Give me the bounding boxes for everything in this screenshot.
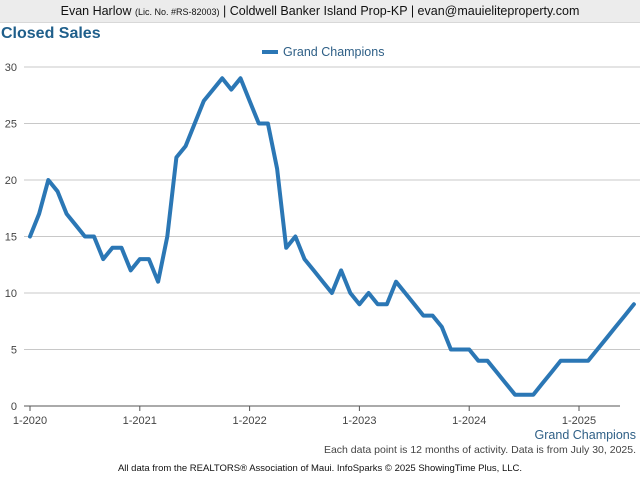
data-point [596, 348, 599, 351]
data-point [495, 371, 498, 373]
data-point [248, 100, 251, 102]
x-tick-label: 1-2022 [232, 415, 266, 427]
data-point [29, 235, 31, 238]
data-note: Each data point is 12 months of activity… [323, 444, 636, 456]
data-point [541, 382, 544, 385]
data-point [367, 292, 370, 294]
data-point [477, 360, 480, 362]
x-tick-label: 1-2020 [13, 415, 47, 427]
data-point [47, 179, 50, 181]
y-tick-label: 30 [5, 62, 17, 74]
data-point [38, 213, 40, 215]
data-point [322, 280, 324, 283]
data-point [331, 292, 333, 294]
data-point [422, 314, 425, 317]
data-point [212, 88, 214, 91]
data-point [157, 280, 159, 283]
data-point [230, 88, 233, 91]
data-point [587, 360, 589, 362]
data-point [239, 77, 242, 80]
data-point [175, 156, 178, 159]
data-point [532, 393, 535, 396]
data-point [431, 314, 434, 317]
y-tick-label: 0 [11, 401, 17, 413]
data-point [129, 269, 132, 272]
data-point [74, 224, 77, 226]
series-source-label: Grand Champions [534, 428, 636, 442]
legend[interactable]: Grand Champions [262, 45, 384, 59]
data-point [340, 269, 342, 272]
copyright-footer: All data from the REALTORS® Association … [117, 463, 523, 474]
data-point [440, 326, 443, 328]
data-point [65, 213, 68, 215]
data-point [395, 280, 397, 283]
data-point [93, 235, 95, 238]
data-point [203, 100, 205, 102]
agent-name: Evan Harlow [60, 4, 132, 18]
y-tick-label: 10 [5, 288, 17, 300]
data-point [505, 382, 507, 385]
data-point [633, 303, 635, 306]
data-point [623, 314, 626, 317]
data-point [285, 247, 288, 249]
data-point [84, 235, 86, 238]
data-point [56, 190, 59, 193]
data-point [257, 122, 260, 125]
data-point [102, 258, 104, 260]
y-tick-label: 5 [11, 345, 17, 357]
data-point [413, 303, 416, 306]
y-tick-label: 15 [5, 232, 17, 244]
data-point [450, 348, 452, 351]
agent-header: Evan Harlow (Lic. No. #RS-82003) | Coldw… [0, 0, 640, 23]
data-point [559, 360, 562, 362]
legend-swatch [262, 50, 278, 54]
data-point [267, 122, 269, 125]
data-point [349, 292, 352, 294]
legend-label: Grand Champions [283, 45, 385, 59]
data-point [221, 77, 223, 80]
data-point [605, 337, 608, 340]
data-point [193, 122, 196, 125]
y-tick-label: 25 [5, 119, 17, 131]
data-point [303, 258, 306, 260]
data-point [139, 258, 141, 260]
data-point [578, 360, 580, 362]
x-tick-label: 1-2021 [123, 415, 157, 427]
data-point [276, 167, 278, 170]
data-point [550, 371, 553, 373]
x-tick-label: 1-2023 [342, 415, 376, 427]
data-point [111, 247, 114, 249]
agent-contact: | Coldwell Banker Island Prop-KP | evan@… [223, 4, 580, 18]
data-point [486, 360, 489, 362]
data-point [376, 303, 379, 306]
chart-title: Closed Sales [1, 25, 101, 42]
data-point [523, 393, 525, 396]
data-point [404, 292, 406, 294]
x-tick-label: 1-2024 [452, 415, 486, 427]
license-number: (Lic. No. #RS-82003) [134, 7, 220, 17]
data-point [358, 303, 361, 306]
data-point [386, 303, 388, 306]
data-point [614, 326, 617, 328]
data-point [166, 235, 169, 238]
data-point [514, 393, 516, 396]
data-point [459, 348, 461, 351]
data-point [148, 258, 150, 260]
data-point [294, 235, 297, 238]
data-point [312, 269, 315, 272]
data-point [120, 247, 123, 249]
data-point [468, 348, 471, 351]
y-tick-label: 20 [5, 175, 17, 187]
data-point [569, 360, 571, 362]
data-point [184, 145, 187, 147]
x-tick-label: 1-2025 [562, 415, 596, 427]
